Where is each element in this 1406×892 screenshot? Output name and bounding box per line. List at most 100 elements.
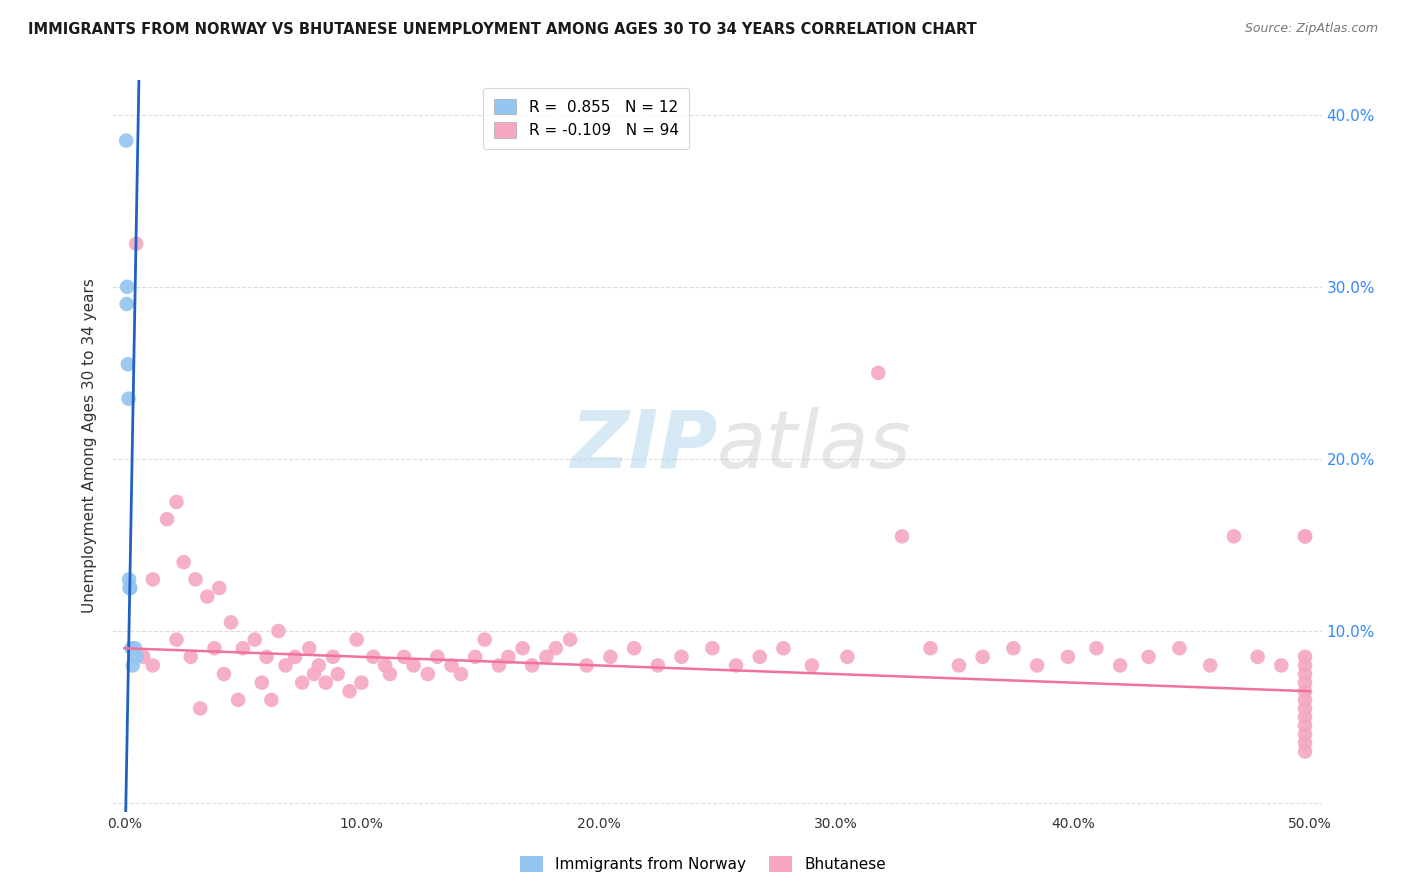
Point [117, 357, 139, 371]
Point [891, 529, 914, 543]
Point [315, 675, 337, 690]
Point [378, 667, 401, 681]
Text: Source: ZipAtlas.com: Source: ZipAtlas.com [1244, 22, 1378, 36]
Point [948, 658, 970, 673]
Point [498, 649, 520, 664]
Point [464, 649, 486, 664]
Point [326, 667, 349, 681]
Point [416, 667, 439, 681]
Y-axis label: Unemployment Among Ages 30 to 34 years: Unemployment Among Ages 30 to 34 years [82, 278, 97, 614]
Point [558, 632, 581, 647]
Point [120, 581, 142, 595]
Point [544, 641, 567, 656]
Point [623, 641, 645, 656]
Point [1294, 529, 1316, 543]
Point [800, 658, 823, 673]
Point [308, 658, 330, 673]
Point [520, 658, 543, 673]
Point [132, 649, 155, 664]
Point [115, 297, 138, 311]
Point [647, 658, 669, 673]
Text: IMMIGRANTS FROM NORWAY VS BHUTANESE UNEMPLOYMENT AMONG AGES 30 TO 34 YEARS CORRE: IMMIGRANTS FROM NORWAY VS BHUTANESE UNEM… [28, 22, 977, 37]
Point [1085, 641, 1108, 656]
Point [322, 649, 344, 664]
Point [1294, 675, 1316, 690]
Point [1294, 529, 1316, 543]
Point [1168, 641, 1191, 656]
Point [243, 632, 266, 647]
Point [512, 641, 534, 656]
Text: atlas: atlas [717, 407, 912, 485]
Point [724, 658, 747, 673]
Point [1026, 658, 1049, 673]
Point [173, 555, 195, 569]
Point [1109, 658, 1132, 673]
Point [1270, 658, 1292, 673]
Point [1057, 649, 1080, 664]
Point [440, 658, 463, 673]
Point [284, 649, 307, 664]
Point [156, 512, 179, 526]
Point [1294, 744, 1316, 758]
Point [1199, 658, 1222, 673]
Point [1294, 701, 1316, 715]
Point [212, 667, 235, 681]
Point [1246, 649, 1268, 664]
Point [599, 649, 621, 664]
Point [1294, 684, 1316, 698]
Point [1294, 658, 1316, 673]
Point [208, 581, 231, 595]
Point [1002, 641, 1025, 656]
Point [361, 649, 384, 664]
Point [1294, 693, 1316, 707]
Point [180, 649, 202, 664]
Point [291, 675, 314, 690]
Point [256, 649, 278, 664]
Point [1294, 736, 1316, 750]
Point [166, 495, 188, 509]
Point [374, 658, 396, 673]
Point [142, 573, 165, 587]
Point [837, 649, 859, 664]
Point [232, 641, 254, 656]
Point [298, 641, 321, 656]
Point [426, 649, 449, 664]
Point [204, 641, 226, 656]
Point [188, 701, 211, 715]
Point [115, 134, 138, 148]
Point [226, 693, 249, 707]
Point [748, 649, 770, 664]
Point [1294, 710, 1316, 724]
Point [702, 641, 724, 656]
Point [536, 649, 558, 664]
Point [671, 649, 693, 664]
Point [260, 693, 283, 707]
Point [920, 641, 942, 656]
Point [1223, 529, 1246, 543]
Point [219, 615, 242, 630]
Point [115, 280, 138, 294]
Point [118, 581, 141, 595]
Point [267, 624, 290, 638]
Point [142, 658, 165, 673]
Point [402, 658, 425, 673]
Point [488, 658, 510, 673]
Point [392, 649, 415, 664]
Point [124, 641, 146, 656]
Point [868, 366, 890, 380]
Point [1137, 649, 1160, 664]
Point [118, 573, 141, 587]
Point [346, 632, 368, 647]
Legend: Immigrants from Norway, Bhutanese: Immigrants from Norway, Bhutanese [512, 848, 894, 880]
Point [121, 658, 143, 673]
Point [250, 675, 273, 690]
Point [474, 632, 496, 647]
Point [184, 573, 207, 587]
Point [450, 667, 472, 681]
Legend: R =  0.855   N = 12, R = -0.109   N = 94: R = 0.855 N = 12, R = -0.109 N = 94 [482, 88, 689, 149]
Point [1294, 667, 1316, 681]
Point [772, 641, 794, 656]
Point [1294, 649, 1316, 664]
Text: ZIP: ZIP [569, 407, 717, 485]
Point [117, 392, 139, 406]
